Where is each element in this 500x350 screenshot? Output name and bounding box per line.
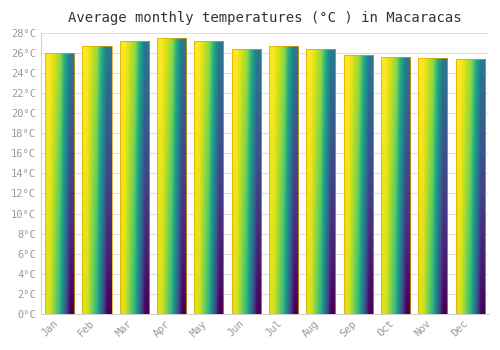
Bar	[82, 46, 112, 314]
Bar	[194, 41, 224, 314]
Bar	[157, 38, 186, 314]
Bar	[344, 55, 373, 314]
Bar	[418, 58, 448, 314]
Title: Average monthly temperatures (°C ) in Macaracas: Average monthly temperatures (°C ) in Ma…	[68, 11, 462, 25]
Bar	[269, 46, 298, 314]
Bar	[456, 59, 485, 314]
Bar	[45, 53, 74, 314]
Bar	[120, 41, 149, 314]
Bar	[232, 49, 261, 314]
Bar	[381, 57, 410, 314]
Bar	[306, 49, 336, 314]
